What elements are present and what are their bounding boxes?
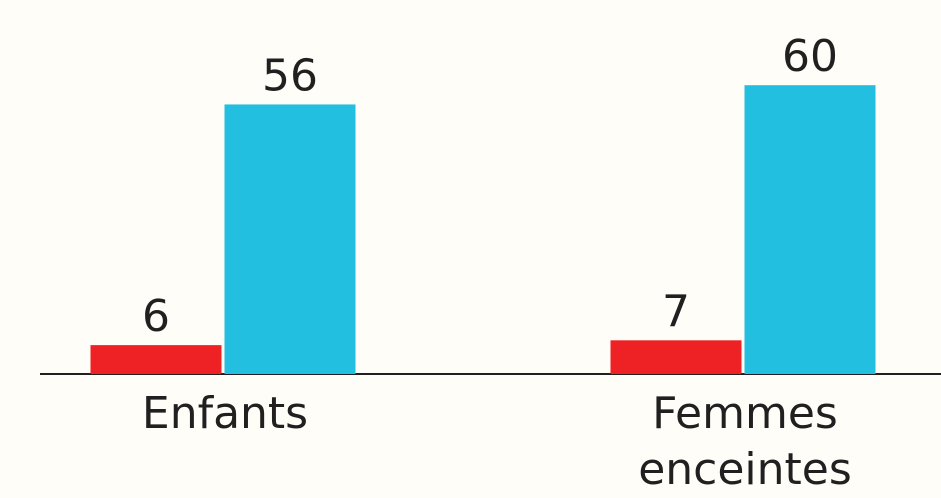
bar xyxy=(90,345,222,374)
category-label: Femmes enceintes xyxy=(638,388,852,495)
bar xyxy=(744,85,876,374)
value-label: 60 xyxy=(782,31,838,82)
value-label: 7 xyxy=(662,286,690,337)
value-label: 56 xyxy=(262,50,318,101)
category-label: Enfants xyxy=(141,388,309,439)
bar xyxy=(610,340,742,374)
value-label: 6 xyxy=(142,291,170,342)
bar xyxy=(224,104,356,374)
